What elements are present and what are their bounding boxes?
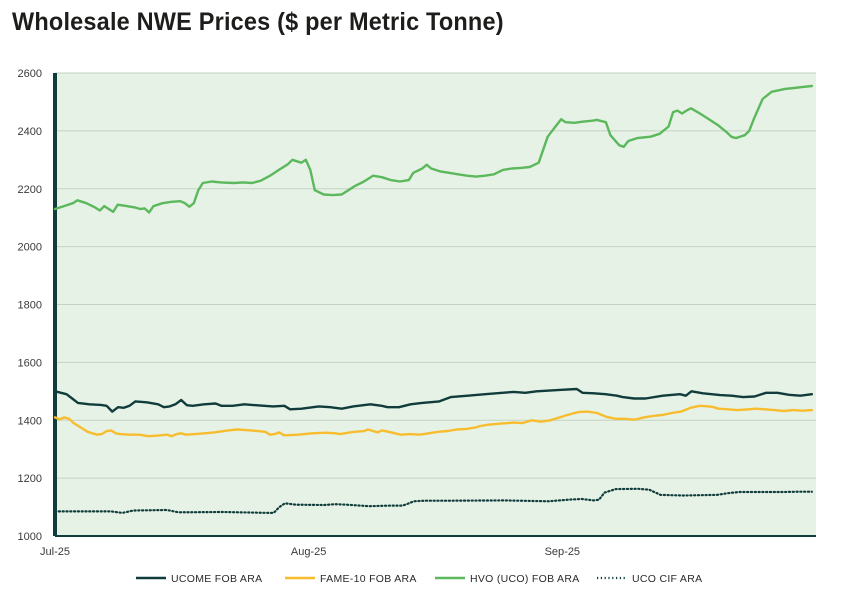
series-line-ucome-fob-ara <box>53 387 814 413</box>
legend-label: HVO (UCO) FOB ARA <box>470 573 580 585</box>
x-tick-label: Sep-25 <box>545 546 580 558</box>
x-tick-label: Aug-25 <box>291 546 326 558</box>
legend-label: UCO CIF ARA <box>632 573 702 585</box>
legend-label: FAME-10 FOB ARA <box>320 573 417 585</box>
chart-title: Wholesale NWE Prices ($ per Metric Tonne… <box>12 8 504 36</box>
legend-label: UCOME FOB ARA <box>171 573 262 585</box>
series-line-fame-10-fob-ara <box>53 404 814 438</box>
y-tick-label: 1800 <box>18 300 42 312</box>
y-axis-ticks: 1000 1200 1400 1600 1800 2000 2200 2400 2600 <box>18 68 42 543</box>
y-tick-label: 2400 <box>18 126 42 138</box>
series-lines <box>53 84 814 514</box>
y-tick-label: 1400 <box>18 415 42 427</box>
y-tick-label: 1000 <box>18 531 42 543</box>
legend: UCOME FOB ARA FAME-10 FOB ARA HVO (UCO) FO… <box>136 573 702 585</box>
axes <box>53 73 816 537</box>
x-axis-ticks: Jul-25 Aug-25 Sep-25 <box>40 546 580 558</box>
y-tick-label: 1200 <box>18 473 42 485</box>
y-tick-label: 2200 <box>18 184 42 196</box>
x-tick-label: Jul-25 <box>40 546 70 558</box>
y-tick-label: 2000 <box>18 242 42 254</box>
series-line-uco-cif-ara <box>53 487 813 514</box>
series-line-hvo-uco-fob-ara <box>53 84 814 214</box>
y-tick-label: 2600 <box>18 68 42 80</box>
gridlines <box>55 72 816 479</box>
y-tick-label: 1600 <box>18 357 42 369</box>
